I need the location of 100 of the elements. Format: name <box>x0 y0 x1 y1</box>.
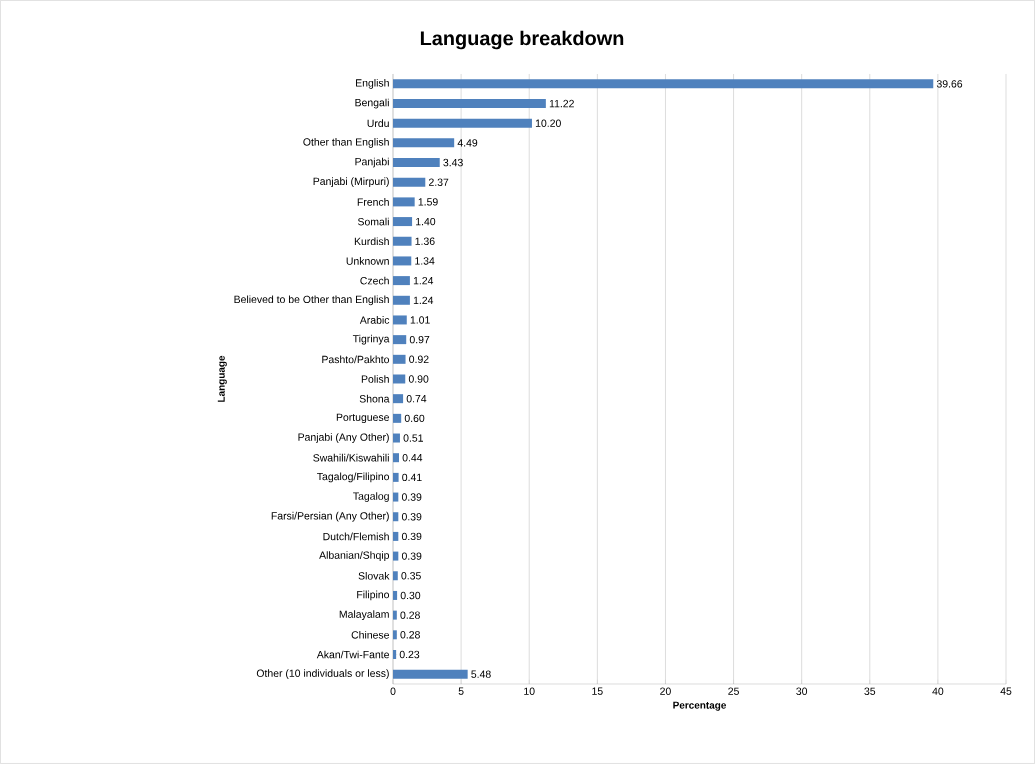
data-label: 1.24 <box>413 276 434 285</box>
x-tick-label: 25 <box>728 687 739 695</box>
bar <box>393 197 415 207</box>
x-tick-label: 35 <box>864 687 876 695</box>
x-axis-title: Percentage <box>673 701 727 711</box>
y-tick-label: Chinese <box>351 630 390 639</box>
bar <box>393 79 934 89</box>
y-tick-label: Portuguese <box>336 413 390 424</box>
y-tick-label: English <box>356 78 389 89</box>
y-tick-label: Other than English <box>303 137 389 148</box>
bar <box>393 512 399 522</box>
y-tick-label: Urdu <box>367 119 389 128</box>
data-label: 0.74 <box>406 394 427 403</box>
y-tick-label: Panjabi (Mirpuri) <box>313 177 389 188</box>
y-tick-label: Dutch/Flemish <box>323 532 389 541</box>
data-label: 0.39 <box>401 513 422 521</box>
bar <box>393 236 412 246</box>
data-label: 1.36 <box>415 237 435 245</box>
y-tick-label: Pashto/Pakhto <box>322 355 390 364</box>
y-tick-label: Kurdish <box>354 237 389 246</box>
bar <box>393 433 400 443</box>
data-label: 1.59 <box>418 198 438 206</box>
y-tick-label: Polish <box>361 375 389 383</box>
y-tick-label: Believed to be Other than English <box>234 295 389 306</box>
bar <box>393 256 412 266</box>
x-tick-label: 40 <box>932 687 944 695</box>
y-tick-label: Somali <box>357 217 389 226</box>
y-tick-label: French <box>357 198 389 206</box>
y-tick-label: Farsi/Persian (Any Other) <box>271 511 389 522</box>
data-label: 1.01 <box>410 316 430 324</box>
bar <box>393 590 398 600</box>
bar <box>393 531 399 541</box>
data-label: 0.30 <box>400 591 421 600</box>
y-tick-label: Tagalog <box>353 492 389 502</box>
x-tick-label: 20 <box>660 687 671 695</box>
bar <box>393 295 410 305</box>
data-label: 11.22 <box>549 99 574 108</box>
bar <box>393 413 402 423</box>
y-tick-label: Tagalog/Filipino <box>317 472 390 483</box>
bar <box>393 649 397 659</box>
y-tick-label: Swahili/Kiswahili <box>313 453 389 462</box>
data-label: 0.97 <box>409 335 430 344</box>
y-tick-label: Albanian/Shqip <box>319 551 390 561</box>
data-label: 0.28 <box>400 631 420 639</box>
y-tick-label: Malayalam <box>339 610 389 620</box>
data-label: 5.48 <box>471 670 491 678</box>
data-label: 0.60 <box>404 414 425 423</box>
data-label: 0.44 <box>402 454 423 462</box>
data-label: 0.39 <box>401 552 422 560</box>
data-label: 0.41 <box>402 473 422 482</box>
bar <box>393 217 413 227</box>
data-label: 0.90 <box>408 375 429 383</box>
bar <box>393 354 406 364</box>
y-axis-title: Language <box>217 355 227 402</box>
bar <box>393 118 532 128</box>
bar <box>393 315 407 325</box>
y-tick-label: Unknown <box>346 257 389 265</box>
y-tick-label: Panjabi <box>355 157 389 168</box>
bar <box>393 630 397 640</box>
y-tick-label: Tigrinya <box>352 334 390 345</box>
bar <box>393 99 546 109</box>
data-label: 0.92 <box>409 355 429 364</box>
data-label: 0.51 <box>403 434 423 442</box>
data-label: 0.39 <box>401 493 422 501</box>
data-label: 3.43 <box>443 158 463 167</box>
data-label: 1.34 <box>415 257 435 265</box>
bar <box>393 335 407 345</box>
bar <box>393 276 410 286</box>
data-label: 0.28 <box>400 611 420 619</box>
bar <box>393 394 404 404</box>
bar <box>393 472 399 482</box>
y-tick-label: Panjabi (Any Other) <box>298 433 389 443</box>
y-tick-label: Shona <box>359 394 390 403</box>
data-label: 10.20 <box>535 119 561 127</box>
data-label: 0.35 <box>401 572 421 580</box>
bar <box>393 610 397 620</box>
data-label: 1.24 <box>413 296 434 304</box>
bar <box>393 374 406 384</box>
y-tick-label: Akan/Twi-Fante <box>316 650 390 659</box>
y-tick-label: Filipino <box>357 590 390 601</box>
y-tick-label: Czech <box>360 276 389 285</box>
y-tick-label: Other (10 individuals or less) <box>256 669 389 680</box>
chart-title: Language breakdown <box>420 30 624 50</box>
bar <box>393 138 455 148</box>
bar <box>393 453 399 463</box>
data-label: 4.49 <box>457 139 478 147</box>
x-tick-label: 15 <box>592 687 603 695</box>
y-tick-label: Bengali <box>355 98 389 109</box>
data-label: 1.40 <box>416 217 436 226</box>
bar <box>393 571 398 581</box>
data-label: 0.39 <box>401 532 422 541</box>
y-tick-label: Arabic <box>359 316 390 324</box>
x-tick-label: 30 <box>796 687 808 695</box>
bar <box>393 177 426 187</box>
y-tick-label: Slovak <box>358 571 390 580</box>
x-tick-label: 45 <box>1000 687 1012 695</box>
x-tick-label: 5 <box>458 687 464 695</box>
bar <box>393 492 399 502</box>
x-tick-label: 10 <box>524 687 535 695</box>
data-label: 2.37 <box>429 178 449 186</box>
